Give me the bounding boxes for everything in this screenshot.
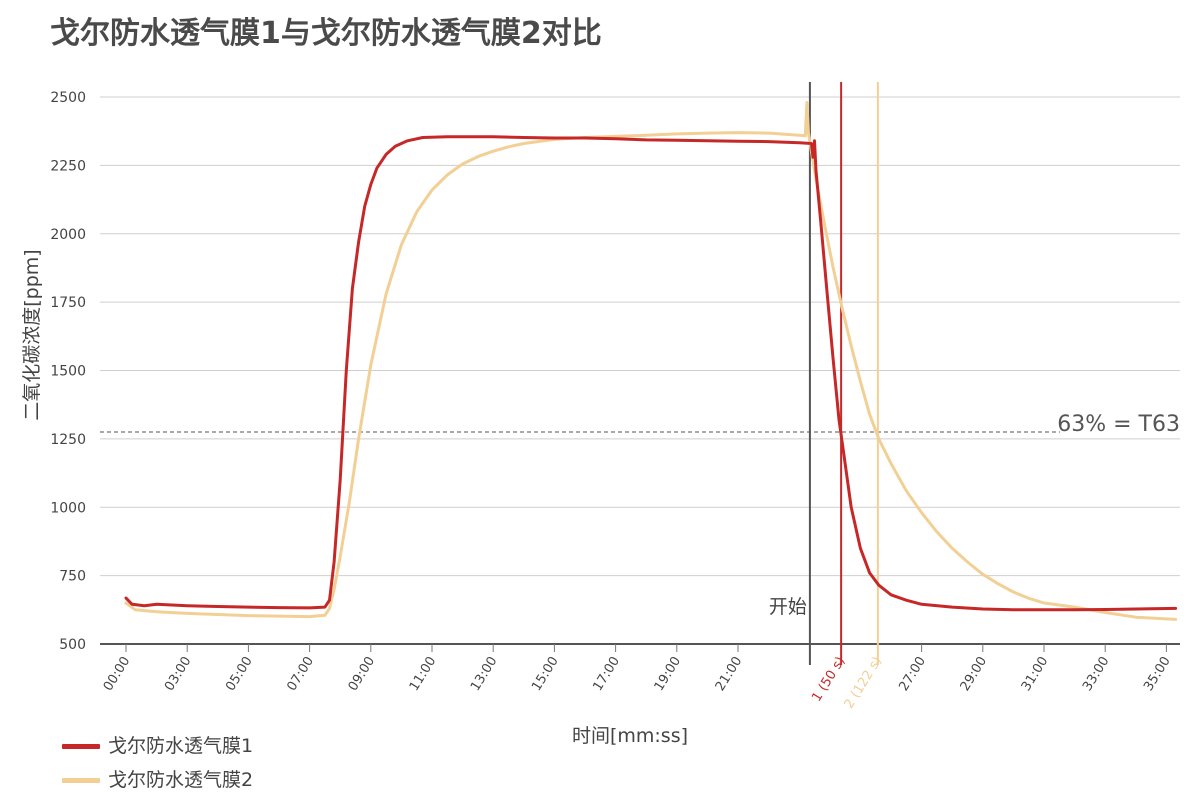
y-tick-label: 1250 — [50, 432, 86, 448]
x-tick-label: 09:00 — [346, 654, 379, 694]
x-tick-label: 15:00 — [529, 654, 562, 694]
y-tick-label: 1500 — [50, 364, 86, 380]
x-tick-label: 03:00 — [162, 654, 195, 694]
x-tick-label: 07:00 — [284, 654, 317, 694]
legend-label-series-2: 戈尔防水透气膜2 — [108, 769, 254, 791]
x-tick-label: 29:00 — [958, 654, 991, 694]
legend-swatch-series-2 — [62, 778, 100, 783]
y-axis-title: 二氧化碳浓度[ppm] — [21, 249, 43, 420]
x-tick-label: 00:00 — [101, 654, 134, 694]
y-tick-label: 1000 — [50, 500, 86, 516]
start-label: 开始 — [769, 596, 807, 618]
x-tick-label: 05:00 — [223, 654, 256, 694]
x-tick-label: 1 (50 s) — [809, 654, 848, 704]
series-line-1 — [124, 135, 1178, 612]
chart-title: 戈尔防水透气膜1与戈尔防水透气膜2对比 — [50, 16, 602, 51]
y-tick-label: 2500 — [50, 90, 86, 106]
y-tick-label: 2000 — [50, 227, 86, 243]
legend-item-series-2: 戈尔防水透气膜2 — [62, 765, 253, 792]
x-tick-label: 35:00 — [1141, 654, 1174, 694]
y-tick-label: 500 — [59, 637, 86, 653]
series-line-2 — [124, 101, 1178, 621]
x-axis-title: 时间[mm:ss] — [572, 725, 688, 747]
x-tick-label: 17:00 — [590, 654, 623, 694]
x-tick-label: 33:00 — [1080, 654, 1113, 694]
y-tick-label: 750 — [59, 569, 86, 585]
x-tick-label: 27:00 — [896, 654, 929, 694]
y-tick-label: 1750 — [50, 295, 86, 311]
x-tick-label: 31:00 — [1019, 654, 1052, 694]
legend-item-series-1: 戈尔防水透气膜1 — [62, 731, 253, 758]
x-tick-label: 21:00 — [713, 654, 746, 694]
x-tick-label: 13:00 — [468, 654, 501, 694]
legend-label-series-1: 戈尔防水透气膜1 — [108, 735, 254, 757]
legend-swatch-series-1 — [62, 744, 100, 749]
x-tick-label: 11:00 — [407, 654, 440, 694]
x-tick-label: 19:00 — [652, 654, 685, 694]
threshold-label: 63% = T63 — [1057, 412, 1180, 437]
y-tick-label: 2250 — [50, 158, 86, 174]
